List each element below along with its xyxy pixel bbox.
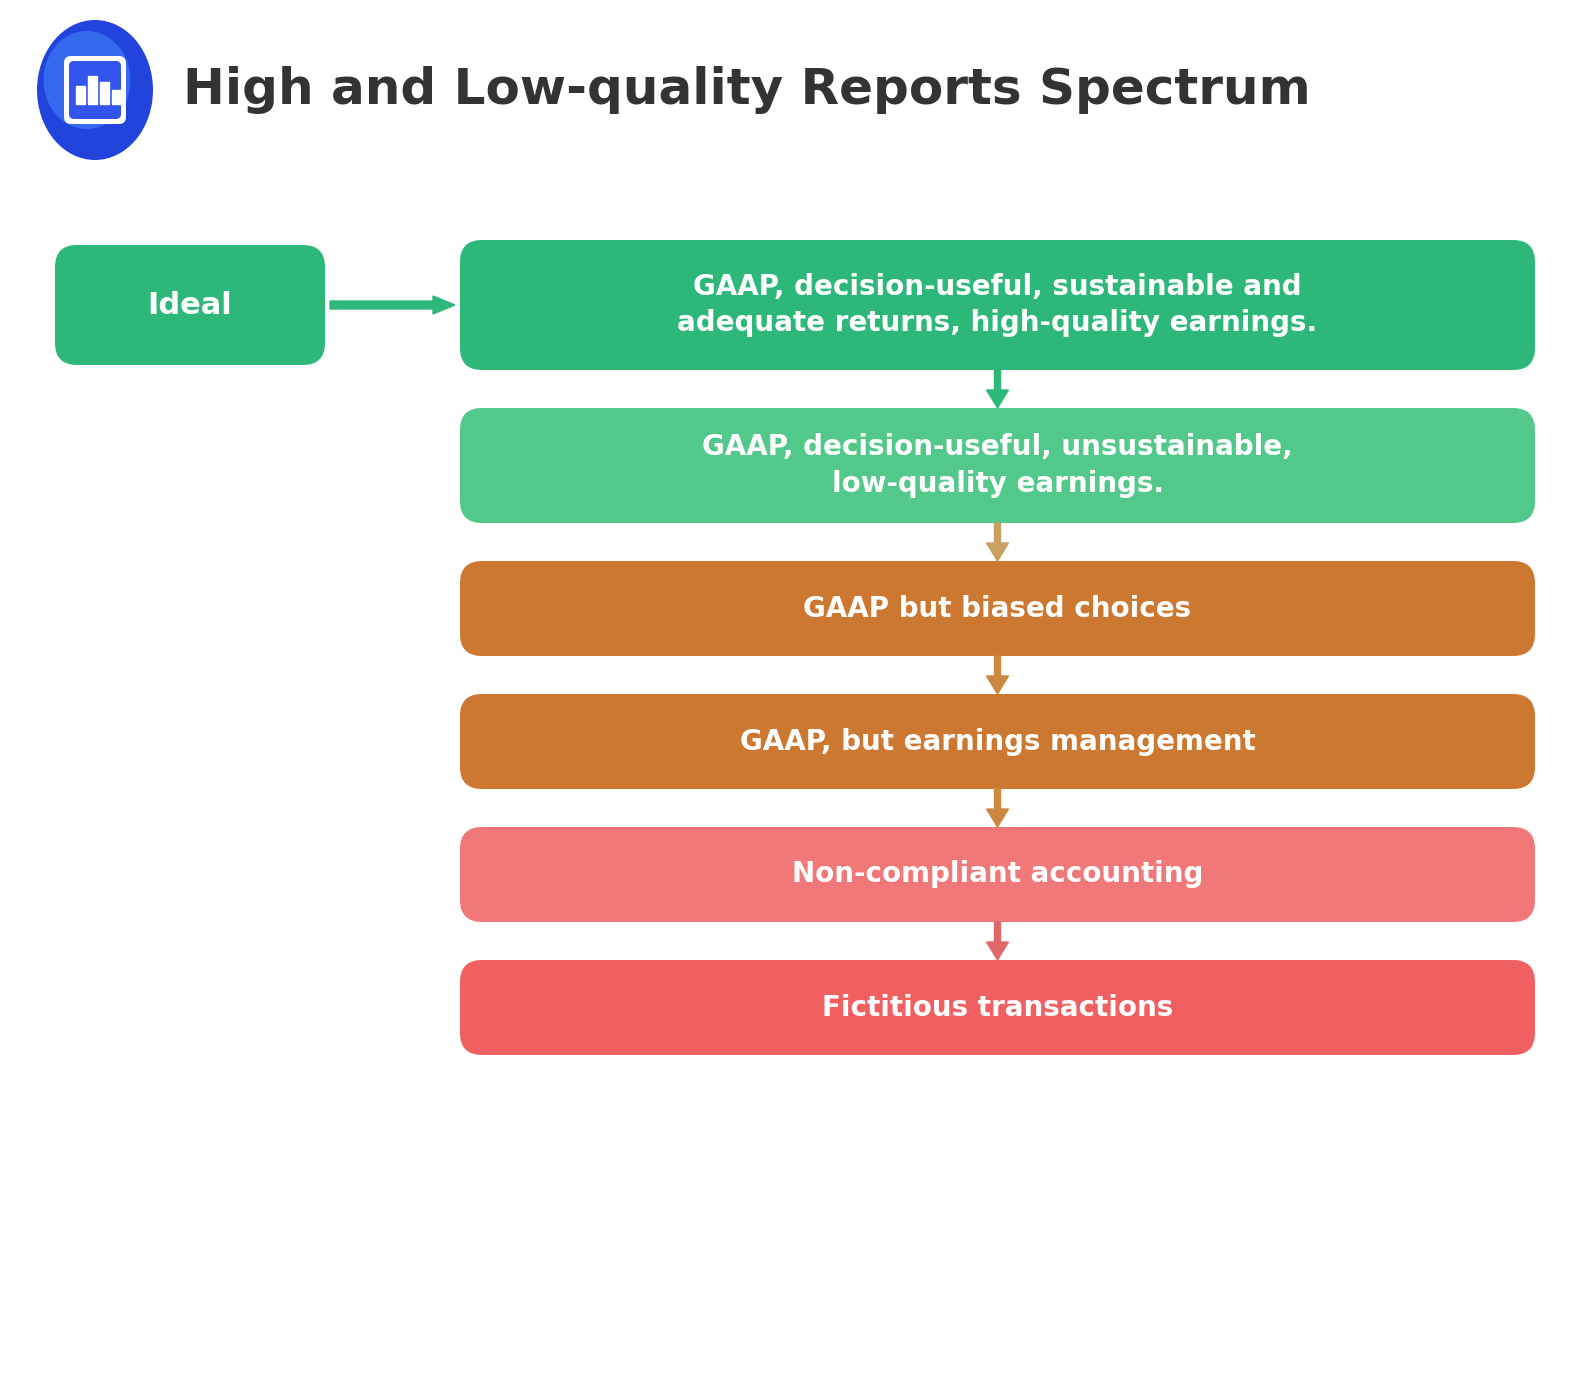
FancyBboxPatch shape	[460, 561, 1534, 656]
Text: GAAP, decision-useful, sustainable and
adequate returns, high-quality earnings.: GAAP, decision-useful, sustainable and a…	[677, 272, 1318, 337]
FancyBboxPatch shape	[460, 694, 1534, 789]
Text: Fictitious transactions: Fictitious transactions	[822, 994, 1173, 1022]
FancyBboxPatch shape	[68, 60, 121, 120]
FancyBboxPatch shape	[460, 960, 1534, 1055]
FancyBboxPatch shape	[460, 826, 1534, 923]
FancyArrow shape	[986, 923, 1008, 960]
FancyBboxPatch shape	[64, 56, 126, 124]
FancyArrow shape	[331, 296, 455, 314]
FancyArrow shape	[986, 656, 1008, 694]
Text: Ideal: Ideal	[148, 290, 232, 319]
Text: High and Low-quality Reports Spectrum: High and Low-quality Reports Spectrum	[183, 66, 1310, 114]
FancyBboxPatch shape	[460, 241, 1534, 370]
Text: GAAP, decision-useful, unsustainable,
low-quality earnings.: GAAP, decision-useful, unsustainable, lo…	[703, 433, 1293, 498]
Text: GAAP but biased choices: GAAP but biased choices	[803, 594, 1191, 623]
Bar	[76, 87, 84, 104]
FancyArrow shape	[986, 789, 1008, 826]
Text: Non-compliant accounting: Non-compliant accounting	[792, 861, 1204, 888]
Bar	[87, 76, 97, 104]
FancyArrow shape	[986, 522, 1008, 561]
FancyBboxPatch shape	[56, 245, 324, 364]
Text: GAAP, but earnings management: GAAP, but earnings management	[739, 727, 1256, 755]
Ellipse shape	[43, 32, 130, 129]
Bar	[100, 82, 110, 104]
FancyBboxPatch shape	[460, 408, 1534, 522]
Ellipse shape	[37, 21, 153, 160]
Bar	[111, 89, 121, 104]
FancyArrow shape	[986, 370, 1008, 408]
